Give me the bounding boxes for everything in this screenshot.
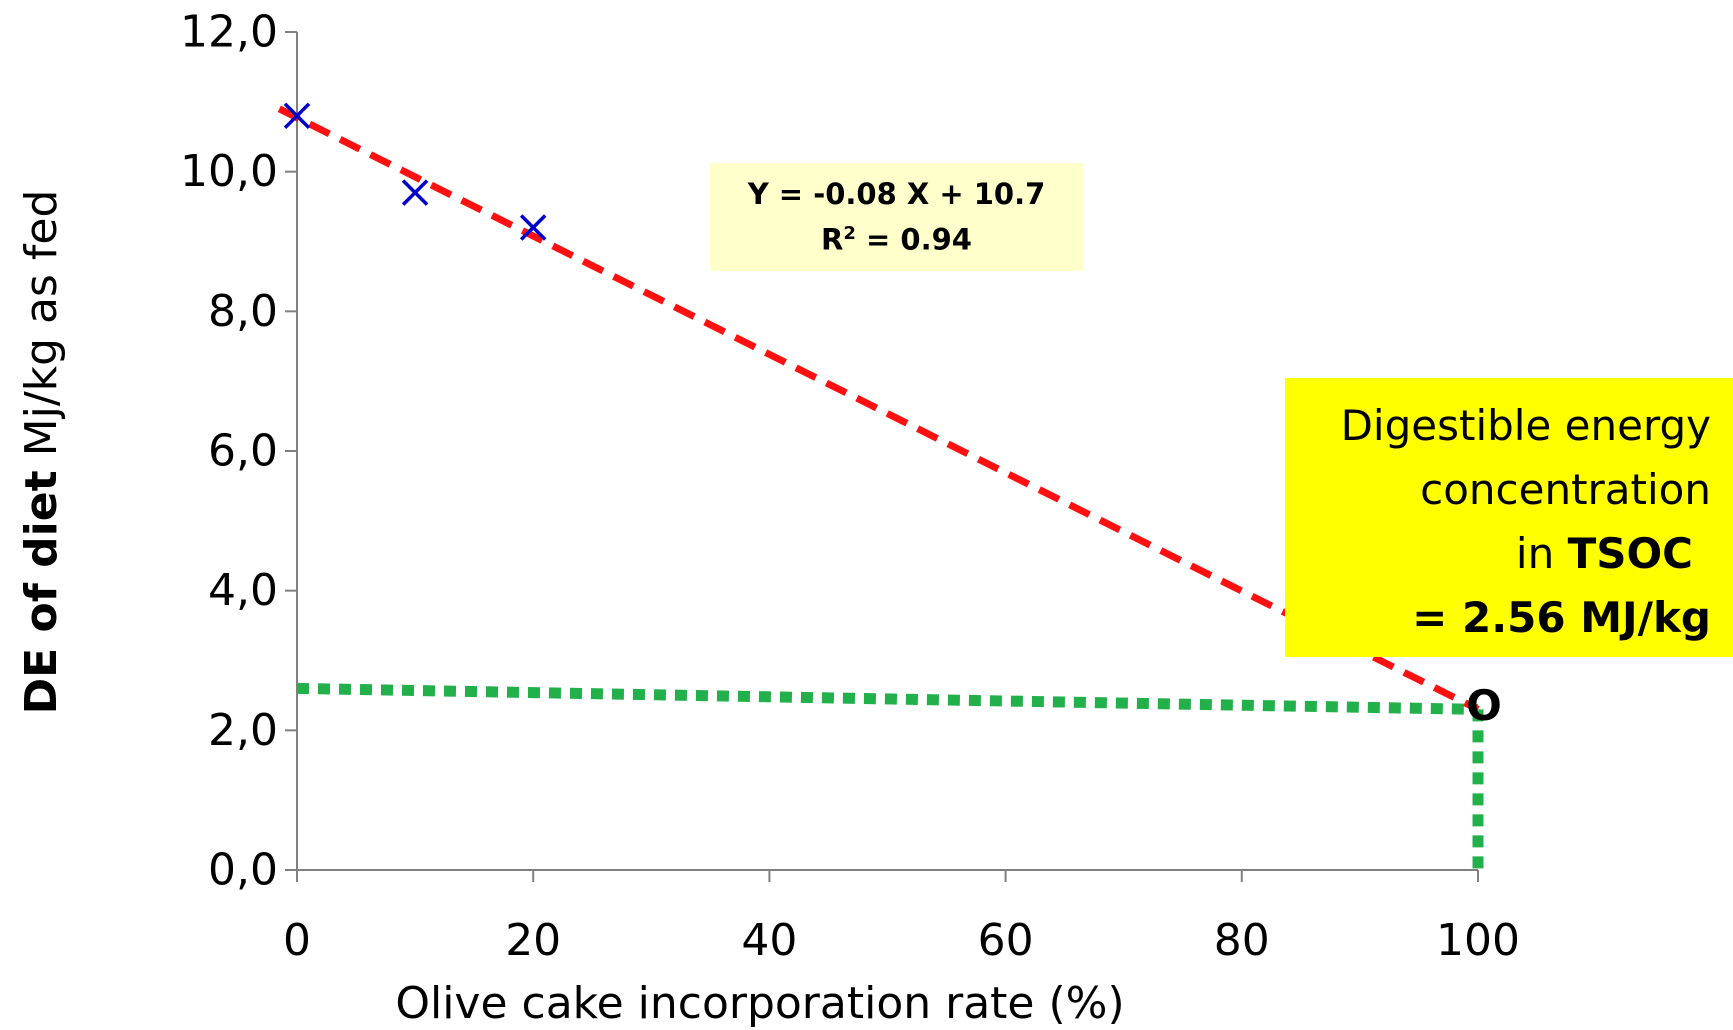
x-tick-label: 80	[1214, 915, 1270, 966]
data-point-stroke	[519, 214, 547, 241]
guide-lines	[296, 682, 1484, 870]
x-axis-title: Olive cake incorporation rate (%)	[395, 978, 1124, 1029]
y-tick-label: 12,0	[180, 7, 278, 58]
y-tick-labels: 0,0 2,0 4,0 6,0 8,0 10,0 12,0	[180, 7, 278, 896]
y-axis-title-bold: DE of diet	[16, 470, 67, 714]
annotation-in: in	[1515, 529, 1568, 578]
r-squared-value: = 0.94	[855, 222, 972, 257]
regression-equation-box: Y = -0.08 X + 10.7 R2 = 0.94	[710, 163, 1083, 271]
y-tick-label: 0,0	[208, 845, 278, 896]
data-point-stroke	[401, 179, 429, 206]
y-tick-label: 4,0	[208, 565, 278, 616]
x-tick-label: 40	[741, 915, 797, 966]
x-tick-label: 20	[505, 915, 561, 966]
annotation-line-1: Digestible energy	[1340, 401, 1711, 450]
r-squared-r: R	[821, 222, 844, 257]
y-tick-label: 10,0	[180, 146, 278, 197]
annotation-line-2: concentration	[1420, 465, 1711, 514]
regression-line	[277, 105, 1480, 713]
x-tick-label: 100	[1436, 915, 1520, 966]
y-axis-title: DE of diet Mj/kg as fed	[16, 190, 67, 715]
axes-layer	[285, 31, 1479, 882]
digestible-energy-annotation: Digestible energy concentration in TSOC …	[1285, 378, 1733, 657]
r-squared-exponent: 2	[843, 223, 856, 245]
x-tick-label: 60	[978, 915, 1034, 966]
annotation-value: = 2.56 MJ/kg	[1412, 593, 1711, 642]
regression-layer	[277, 105, 1480, 713]
y-tick-label: 6,0	[208, 426, 278, 477]
annotation-line-3: in TSOC	[1285, 522, 1711, 586]
annotation-tsoc: TSOC	[1567, 529, 1693, 578]
y-axis-title-rest: Mj/kg as fed	[16, 190, 67, 471]
data-point	[519, 214, 547, 241]
r-squared: R2 = 0.94	[821, 214, 972, 260]
x-tick-labels: 0 20 40 60 80 100	[283, 915, 1520, 966]
extrapolated-point-marker: O	[1466, 681, 1502, 730]
data-points	[283, 102, 547, 241]
data-point-stroke	[283, 102, 311, 130]
y-tick-label: 8,0	[208, 286, 278, 337]
data-point	[401, 179, 429, 206]
y-tick-label: 2,0	[208, 705, 278, 756]
x-tick-label: 0	[283, 915, 311, 966]
horizontal-guide-line	[296, 682, 1479, 715]
data-point	[283, 102, 311, 130]
regression-equation: Y = -0.08 X + 10.7	[747, 177, 1046, 212]
